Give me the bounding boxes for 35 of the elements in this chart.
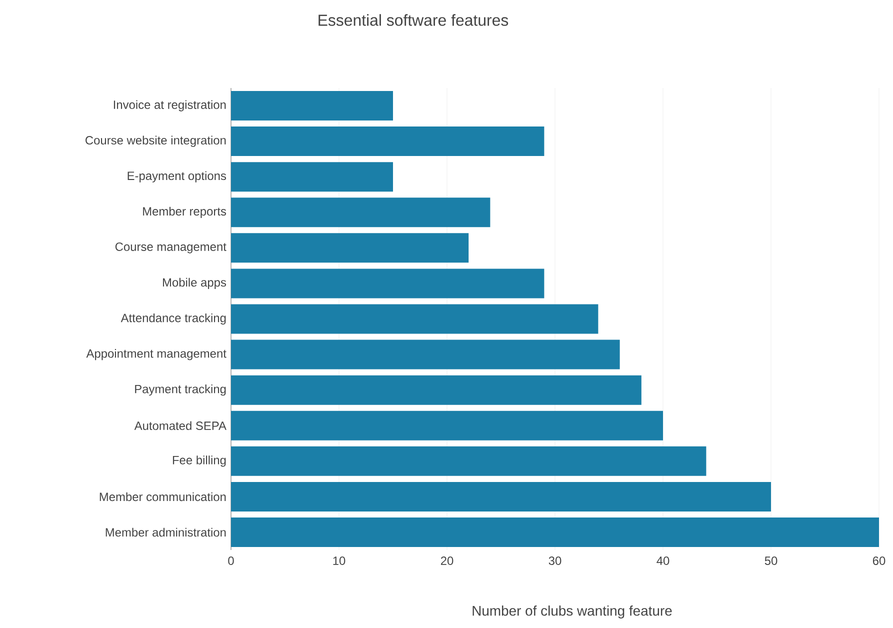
chart-title: Essential software features [318,14,508,26]
x-tick-label: 40 [656,556,670,565]
bar [231,91,394,121]
y-tick-label: E-payment options [128,171,226,182]
y-tick-label: Fee billing [172,456,226,467]
x-tick-label: 50 [764,556,778,565]
bar [231,482,772,512]
bar [231,126,544,156]
x-tick-label: 0 [228,556,234,565]
bar [231,517,880,547]
x-tick-label: 30 [548,556,562,565]
x-tick-label: 10 [333,556,346,565]
bar [231,162,394,192]
x-axis-title: Number of clubs wanting feature [472,605,672,618]
y-tick-label: Member communication [100,492,226,502]
y-tick-label: Member administration [106,528,226,537]
y-tick-label: Attendance tracking [120,313,226,325]
y-tick-label: Automated SEPA [134,421,226,430]
bar [231,375,642,405]
bar [231,233,469,263]
bar [231,268,544,298]
bar [231,410,664,440]
bar [231,198,490,228]
y-tick-label: Member reports [143,206,226,218]
x-tick-label: 60 [872,556,886,565]
x-tick-label: 20 [440,556,454,565]
bar [231,446,706,476]
bar [231,340,620,370]
y-tick-label: Payment tracking [135,384,226,396]
y-tick-label: Mobile apps [163,278,226,290]
y-tick-label: Course management [115,242,226,254]
y-tick-label: Course website integration [86,136,226,147]
y-tick-label: Appointment management [86,348,226,360]
bar [231,304,598,334]
y-tick-label: Invoice at registration [114,100,226,112]
